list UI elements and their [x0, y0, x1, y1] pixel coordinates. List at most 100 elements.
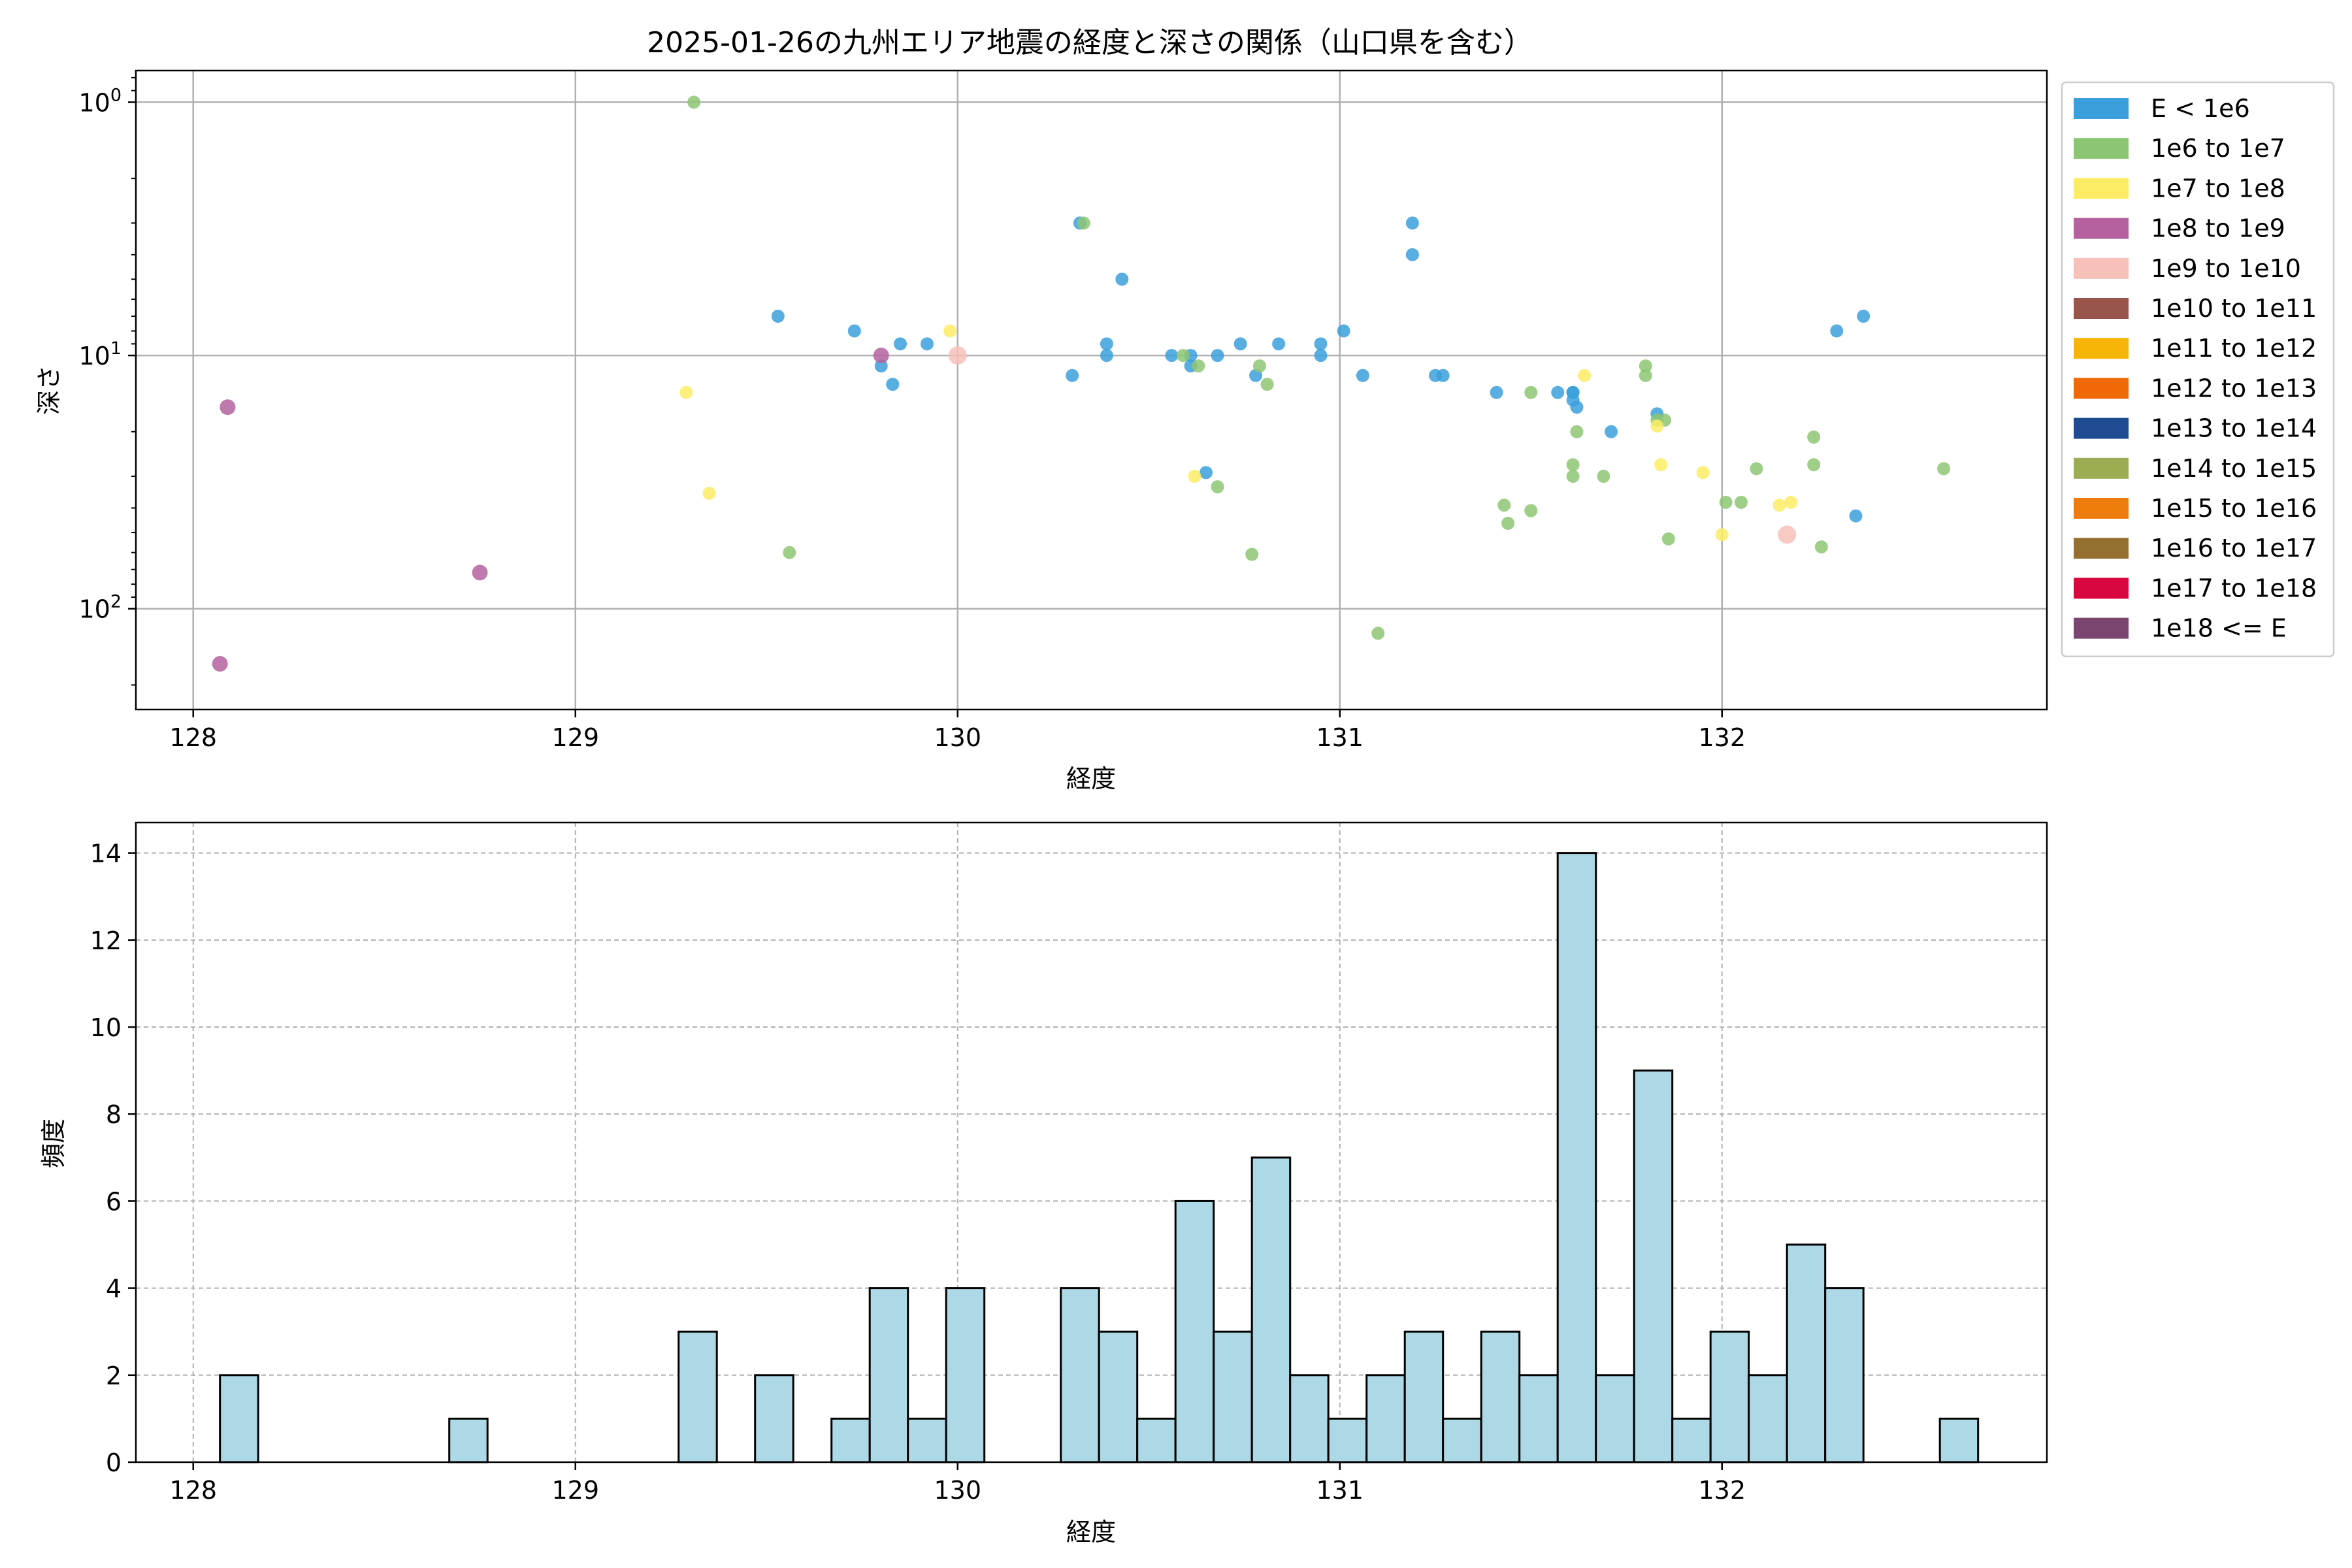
scatter-point [1772, 498, 1786, 512]
scatter-point [1524, 385, 1538, 399]
scatter-point [1260, 378, 1274, 391]
scatter-point [1814, 540, 1828, 554]
legend-label: 1e12 to 1e13 [2151, 374, 2317, 402]
scatter-x-tick-label: 129 [551, 723, 599, 752]
scatter-point [847, 324, 861, 338]
histogram-bar [1938, 1417, 1980, 1463]
histogram-bar [754, 1374, 794, 1463]
scatter-point [1650, 419, 1664, 433]
histogram-bar [1518, 1374, 1559, 1463]
histogram-panel: 128 129 130 131 132 0 2 4 6 8 10 12 14 経度 頻度 [39, 821, 2048, 1546]
histogram-y-tick-label: 0 [106, 1448, 122, 1477]
histogram-frame [135, 821, 2048, 1463]
scatter-point [1188, 470, 1201, 483]
scatter-point [1211, 349, 1224, 363]
scatter-point [1857, 310, 1870, 323]
scatter-point [1405, 248, 1419, 261]
histogram-bar [1403, 1330, 1445, 1463]
scatter-point [1252, 359, 1266, 373]
legend-box [2061, 81, 2335, 658]
scatter-point [894, 337, 907, 351]
histogram-bar [830, 1417, 871, 1463]
legend-label: 1e6 to 1e7 [2151, 134, 2285, 163]
histogram-bar [868, 1287, 909, 1463]
scatter-x-tick-label: 132 [1698, 723, 1746, 752]
figure-title: 2025-01-26の九州エリア地震の経度と深さの関係（山口県を含む） [647, 26, 1533, 59]
scatter-point [1371, 627, 1385, 640]
histogram-bar [1709, 1330, 1750, 1463]
scatter-points [212, 95, 1951, 672]
scatter-point [1719, 495, 1733, 509]
scatter-point [1639, 368, 1652, 382]
histogram-bar [1327, 1417, 1368, 1463]
scatter-y-tick-label: 102 [78, 592, 122, 624]
scatter-point [1661, 532, 1675, 546]
legend-label: 1e11 to 1e12 [2151, 334, 2317, 363]
histogram-bar [1365, 1374, 1406, 1463]
legend-swatch [2074, 617, 2129, 639]
legend-label: 1e9 to 1e10 [2151, 254, 2301, 283]
histogram-bar [1213, 1330, 1253, 1463]
legend-swatch [2074, 498, 2129, 519]
scatter-point [1192, 359, 1205, 373]
scatter-point [1490, 385, 1503, 399]
histogram-bar [945, 1287, 986, 1463]
scatter-point [1272, 337, 1286, 351]
histogram-bar [1824, 1287, 1865, 1463]
scatter-point [948, 346, 967, 365]
scatter-point [1314, 337, 1328, 351]
scatter-point [1211, 480, 1224, 494]
scatter-point [873, 348, 889, 364]
histogram-bar [1595, 1374, 1635, 1463]
histogram-x-label: 経度 [1066, 1518, 1116, 1546]
histogram-bar [1136, 1417, 1177, 1463]
legend-swatch [2074, 417, 2129, 439]
legend-label: 1e8 to 1e9 [2151, 214, 2285, 243]
histogram-x-tick-label: 132 [1698, 1476, 1746, 1505]
scatter-point [1639, 359, 1652, 373]
legend-label: 1e16 to 1e17 [2151, 534, 2317, 563]
histogram-bar [1480, 1330, 1521, 1463]
histogram-x-tick-label: 131 [1316, 1476, 1364, 1505]
scatter-legend: E < 1e6 1e6 to 1e7 1e7 to 1e8 1e8 to 1e9 1e9… [2061, 81, 2335, 658]
histogram-x-ticks: 128 129 130 131 132 [169, 1462, 1746, 1505]
scatter-point [1551, 385, 1565, 399]
scatter-frame [135, 69, 2048, 711]
scatter-point [1597, 470, 1610, 483]
scatter-point [1578, 368, 1592, 382]
scatter-grid [136, 71, 2047, 710]
legend-label: 1e15 to 1e16 [2151, 494, 2317, 523]
histogram-bar [1556, 852, 1597, 1463]
scatter-point [1605, 425, 1618, 438]
scatter-point [1566, 470, 1580, 483]
histogram-y-tick-label: 14 [90, 840, 122, 868]
histogram-y-tick-label: 2 [106, 1362, 122, 1390]
scatter-point [1200, 466, 1213, 480]
scatter-point [1524, 504, 1538, 517]
legend-swatch [2074, 338, 2129, 359]
legend-label: 1e13 to 1e14 [2151, 414, 2317, 443]
scatter-point [874, 359, 888, 373]
scatter-point [1176, 349, 1190, 363]
scatter-point [1715, 528, 1729, 542]
scatter-point [1356, 368, 1369, 382]
scatter-point [1807, 458, 1821, 472]
histogram-bar [1442, 1417, 1482, 1463]
histogram-x-tick-label: 130 [934, 1476, 981, 1505]
histogram-bar [1748, 1374, 1788, 1463]
histogram-y-tick-label: 4 [106, 1275, 122, 1303]
histogram-y-tick-label: 8 [106, 1100, 122, 1129]
scatter-point [1077, 216, 1090, 230]
histogram-bar [1174, 1200, 1215, 1463]
scatter-point [679, 385, 693, 399]
scatter-y-tick-label: 100 [78, 85, 122, 117]
scatter-point [1830, 324, 1844, 338]
scatter-point [1497, 498, 1511, 512]
histogram-bar [1250, 1156, 1292, 1463]
legend-swatch [2074, 578, 2129, 599]
scatter-point [1501, 517, 1515, 531]
scatter-point [1165, 349, 1179, 363]
scatter-x-tick-label: 128 [169, 723, 217, 752]
scatter-point [220, 399, 236, 416]
scatter-point [212, 656, 228, 672]
